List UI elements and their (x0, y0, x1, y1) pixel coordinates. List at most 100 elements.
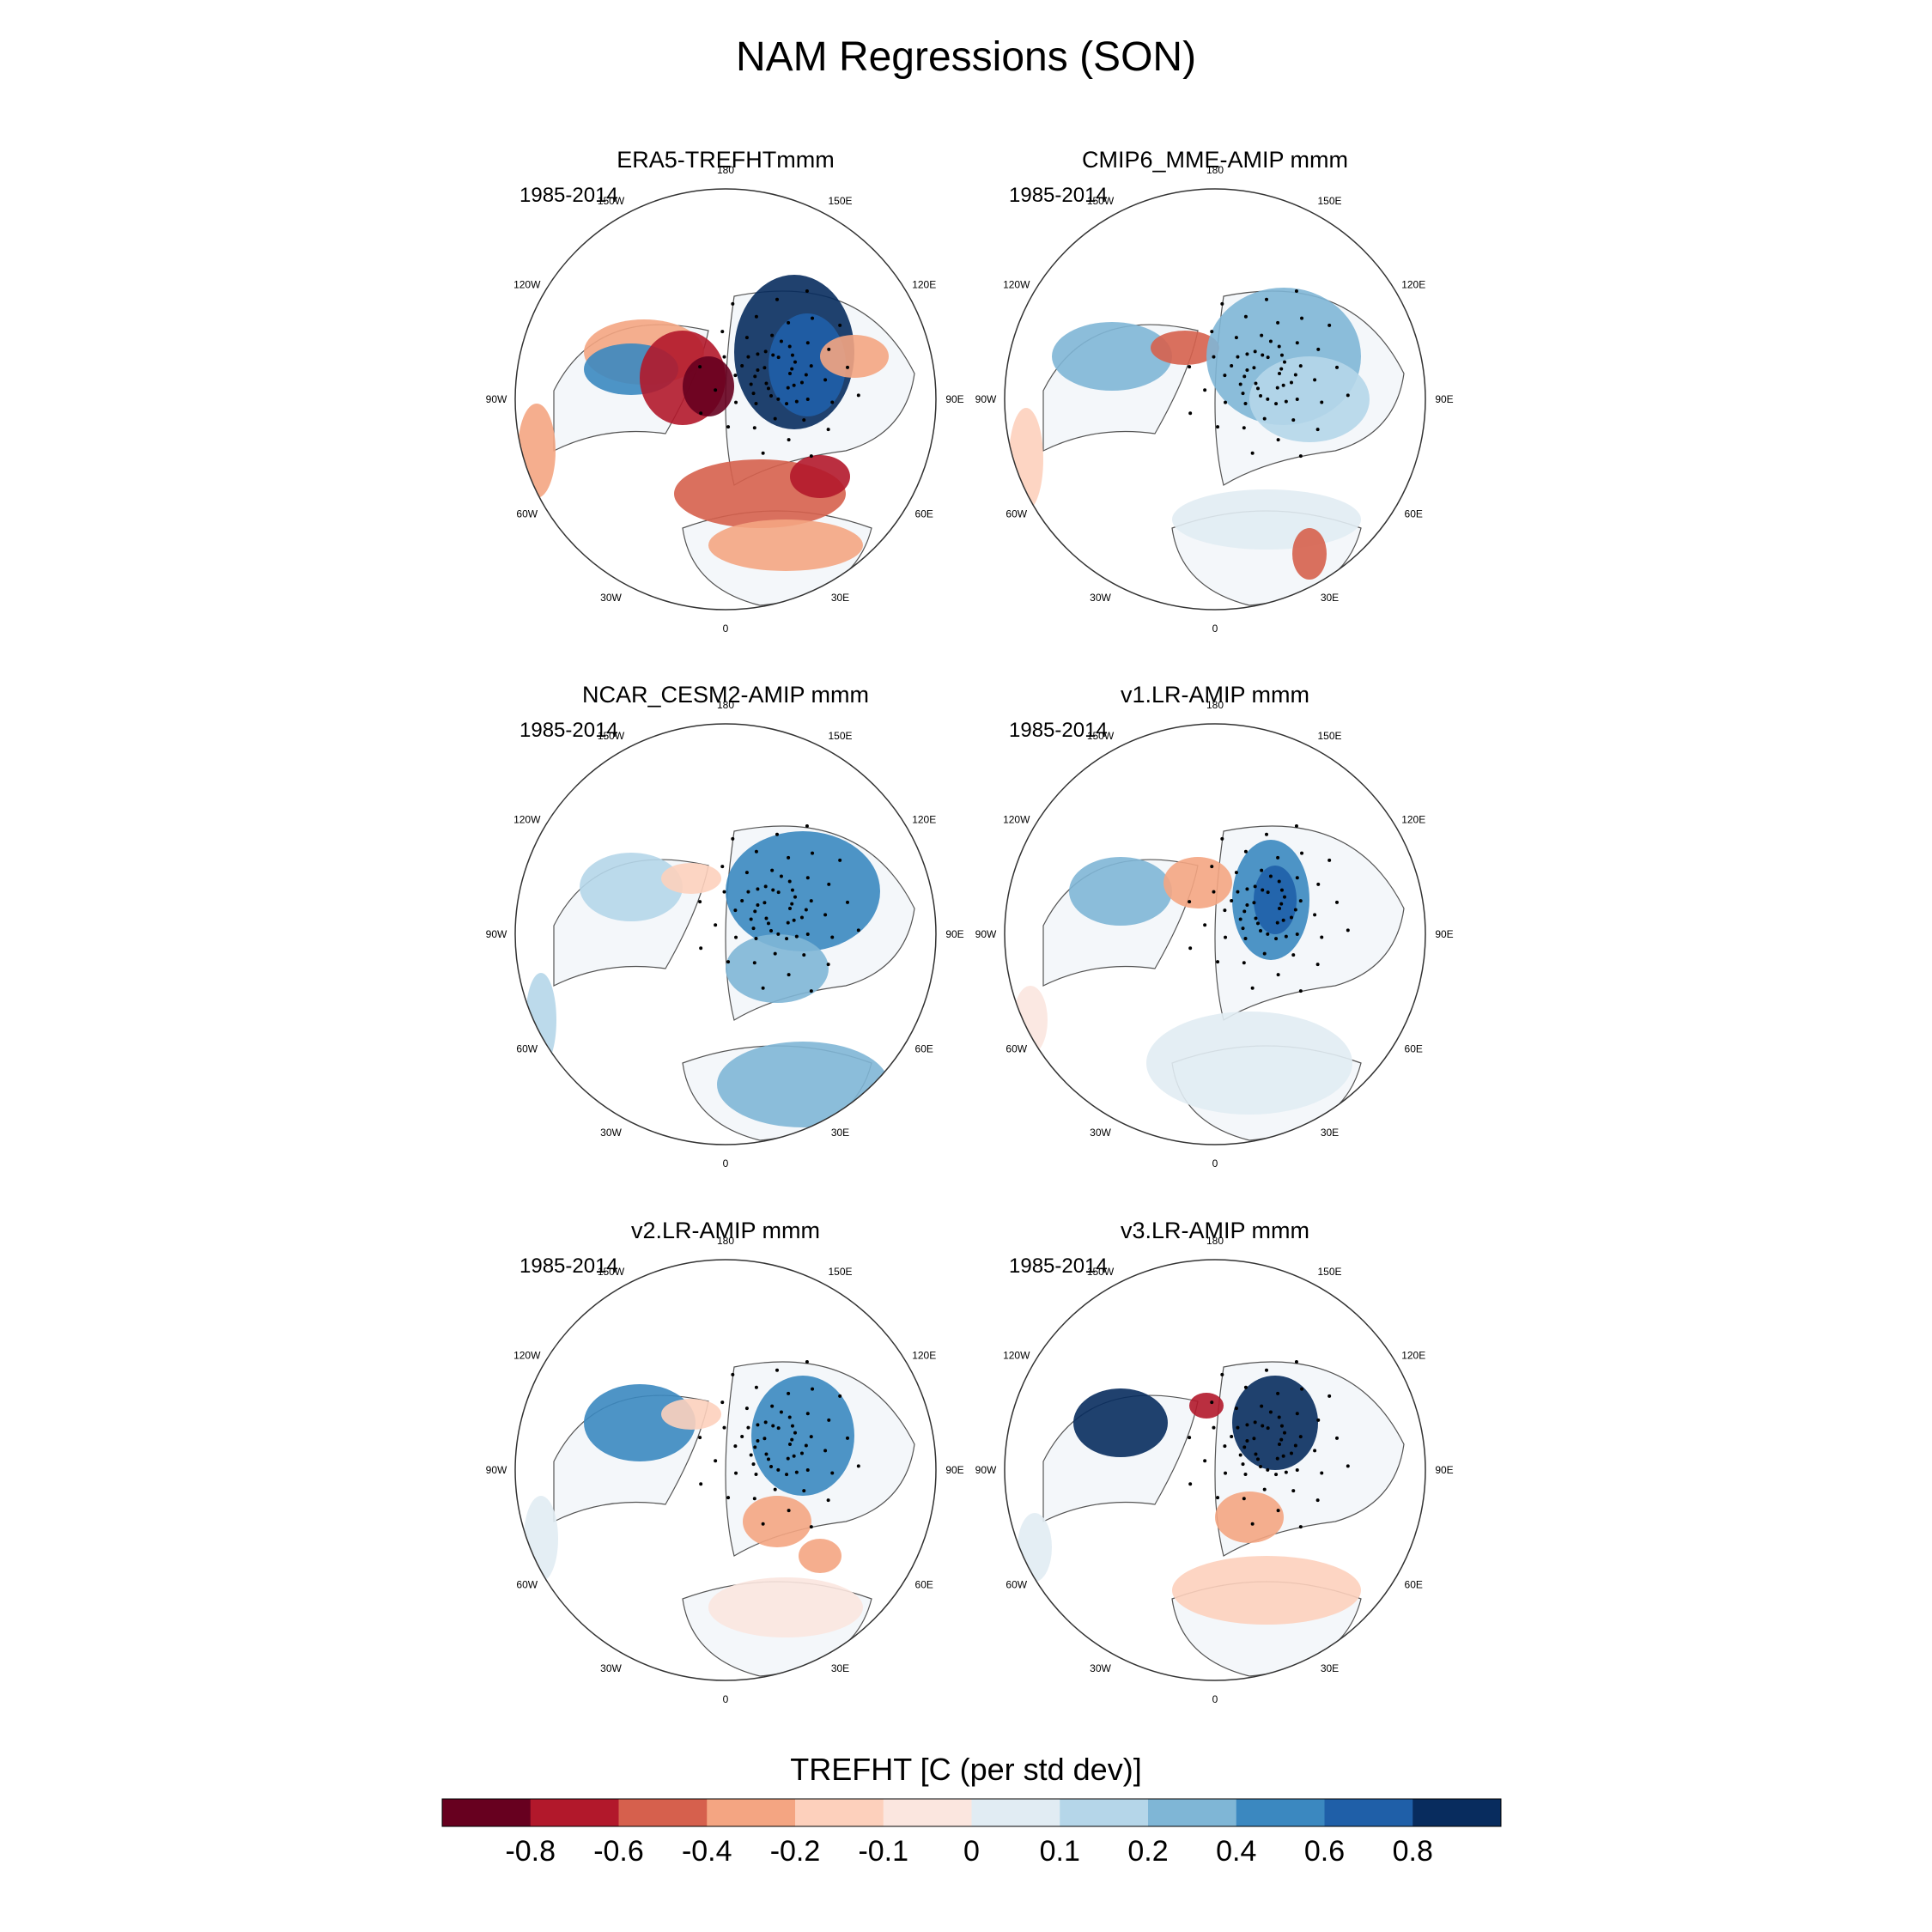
longitude-label: 90W (486, 393, 507, 405)
stipple-dot (773, 1487, 777, 1492)
stipple-dot (1278, 907, 1281, 910)
stipple-dot (1188, 1482, 1193, 1486)
stipple-dot (779, 339, 783, 343)
anomaly-shading (1172, 1556, 1361, 1625)
stipple-dot (830, 400, 835, 404)
panel-period: 1985-2014 (1009, 184, 1108, 207)
stipple-dot (751, 392, 756, 396)
colorbar-frame (441, 1798, 1502, 1827)
colorbar-tick-label: 0 (963, 1835, 980, 1868)
stipple-dot (787, 320, 791, 325)
stipple-dot (1274, 402, 1279, 406)
anomaly-shading (580, 853, 683, 921)
stipple-dot (1276, 973, 1280, 977)
map-border (514, 723, 937, 1145)
anomaly-shading (799, 1539, 841, 1573)
stipple-dot (698, 1436, 702, 1440)
stipple-dot (805, 1412, 810, 1416)
colorbar-swatch (1413, 1799, 1502, 1826)
stipple-dot (802, 1489, 806, 1493)
panel-title: ERA5-TREFHTmmm (617, 147, 834, 173)
stipple-dot (1243, 1385, 1248, 1389)
stipple-dot (775, 1368, 779, 1372)
colorbar-title: TREFHT [C (per std dev)] (790, 1752, 1141, 1787)
stipple-dot (733, 1444, 738, 1449)
longitude-label: 150E (828, 195, 852, 207)
stipple-dot (714, 388, 718, 392)
anomaly-shading (584, 1384, 696, 1461)
stipple-dot (1298, 899, 1303, 903)
anomaly-shading (1189, 1393, 1224, 1419)
longitude-label: 180 (717, 164, 734, 176)
stipple-dot (787, 855, 791, 860)
stipple-dot (773, 416, 777, 421)
stipple-dot (1275, 920, 1279, 925)
stipple-dot (1284, 399, 1288, 404)
stipple-dot (1346, 1464, 1350, 1468)
stipple-dot (1295, 1412, 1299, 1416)
stipple-dot (1266, 932, 1270, 936)
map-panel: v1.LR-AMIP mmm 1985-2014 180 150E 120E 90E 60E… (975, 682, 1454, 1170)
stipple-dot (826, 1498, 830, 1503)
stipple-dot (733, 374, 738, 378)
longitude-label: 60W (1005, 508, 1027, 520)
stipple-dot (1291, 418, 1296, 422)
stipple-dot (762, 366, 767, 370)
stipple-dot (1230, 1434, 1234, 1438)
longitude-label: 90E (1435, 928, 1453, 940)
stipple-dot (1260, 868, 1264, 872)
stipple-dot (754, 1385, 758, 1389)
stipple-dot (740, 1434, 744, 1438)
stipple-dot (1293, 908, 1297, 912)
field-layer (1005, 189, 1425, 610)
stipple-dot (1289, 1451, 1293, 1455)
stipple-dot (1275, 386, 1279, 390)
longitude-label: 150E (828, 730, 852, 742)
stipple-dot (1230, 363, 1234, 368)
stipple-dot (1274, 937, 1279, 941)
map-border (1004, 188, 1426, 611)
longitude-label: 120W (1003, 279, 1030, 291)
stipple-dot (1298, 1435, 1303, 1439)
longitude-label: 120W (513, 1350, 541, 1362)
longitude-label: 30W (1090, 1127, 1111, 1139)
stipple-dot (1260, 333, 1264, 337)
stipple-dot (766, 386, 770, 391)
stipple-dot (722, 890, 726, 894)
stipple-dot (1327, 1394, 1332, 1398)
stipple-dot (1276, 1509, 1280, 1513)
stipple-dot (752, 961, 756, 965)
colorbar-tick-label: -0.4 (682, 1835, 732, 1868)
stipple-dot (763, 1420, 768, 1425)
stipple-dot (762, 901, 767, 905)
colorbar-swatch (707, 1799, 796, 1826)
stipple-dot (1320, 1471, 1324, 1475)
stipple-dot (792, 918, 796, 922)
stipple-dot (1203, 923, 1207, 927)
stipple-dot (726, 425, 731, 429)
colorbar-swatch (1236, 1799, 1325, 1826)
anomaly-shading (1232, 1376, 1318, 1470)
longitude-label: 60W (1005, 1043, 1027, 1055)
stipple-dot (1279, 888, 1284, 892)
stipple-dot (811, 316, 815, 320)
stipple-dot (830, 935, 835, 939)
stipple-dot (1242, 961, 1246, 965)
longitude-label: 0 (1212, 1693, 1218, 1705)
stipple-dot (775, 832, 779, 836)
stipple-dot (1236, 890, 1240, 894)
stipple-dot (1252, 1437, 1256, 1441)
stipple-dot (1298, 989, 1303, 993)
stipple-dot (1245, 903, 1249, 908)
longitude-label: 120E (912, 279, 936, 291)
stipple-dot (1261, 1424, 1265, 1428)
anomaly-shading (820, 335, 889, 378)
stipple-dot (1284, 1470, 1288, 1474)
stipple-dot (1212, 1425, 1216, 1430)
anomaly-shading (1215, 1492, 1284, 1543)
anomaly-shading (1151, 331, 1219, 365)
colorbar-tick-label: -0.8 (505, 1835, 556, 1868)
stipple-dot (756, 1439, 760, 1443)
longitude-label: 120E (912, 814, 936, 826)
stipple-dot (1281, 1454, 1285, 1458)
